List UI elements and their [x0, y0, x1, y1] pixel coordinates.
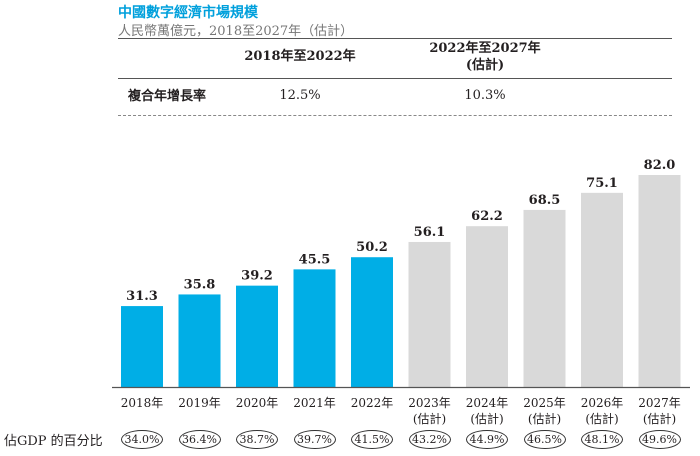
data-label: 39.2 [241, 269, 273, 284]
bar [121, 306, 163, 387]
gdp-share-value: 36.4% [178, 430, 221, 449]
bar [178, 294, 221, 387]
x-tick-label: (估計) [528, 411, 561, 426]
table-bottom-rule [118, 115, 672, 116]
cagr-col-header-1: 2018年至2022年 [244, 49, 356, 64]
gdp-share-value: 39.7% [293, 430, 336, 449]
x-tick-label: (估計) [643, 411, 676, 426]
bar [236, 285, 278, 387]
gdp-share-value: 34.0% [121, 430, 163, 449]
x-tick-label: 2027年 [638, 396, 681, 410]
bar [523, 209, 566, 387]
x-tick-label: 2025年 [523, 396, 566, 410]
gdp-share-value: 41.5% [351, 430, 393, 449]
data-label: 56.1 [414, 225, 446, 240]
data-label: 82.0 [644, 158, 676, 173]
x-tick-label: 2022年 [351, 396, 394, 410]
gdp-share-label: 佔GDP 的百分比 [4, 434, 103, 449]
bar [408, 241, 451, 387]
x-tick-label: (估計) [470, 411, 503, 426]
bar [293, 269, 336, 387]
chart-title: 中國數字經濟市場規模 [118, 5, 258, 21]
cagr-row-label: 複合年增長率 [128, 89, 207, 104]
data-label: 31.3 [126, 289, 158, 304]
x-tick-label: 2020年 [236, 396, 279, 410]
gdp-share-value: 44.9% [466, 430, 508, 449]
x-tick-label: 2018年 [121, 396, 164, 410]
data-label: 68.5 [529, 193, 561, 208]
data-label: 62.2 [471, 209, 503, 224]
data-label: 75.1 [586, 176, 618, 191]
cagr-value-1: 12.5% [279, 88, 321, 103]
x-tick-label: 2019年 [178, 396, 221, 410]
data-label: 35.8 [184, 277, 216, 292]
bar [638, 175, 681, 387]
gdp-share-value: 46.5% [523, 430, 566, 449]
data-label: 50.2 [356, 240, 388, 255]
gdp-share-value: 48.1% [581, 430, 623, 449]
cagr-col-header-2: 2022年至2027年 (估計) [429, 41, 541, 73]
bar [351, 257, 393, 387]
x-tick-label: 2021年 [293, 396, 336, 410]
chart-subtitle: 人民幣萬億元，2018至2027年（估計） [118, 24, 354, 39]
table-mid-rule [118, 78, 672, 79]
data-label: 45.5 [299, 252, 331, 267]
x-tick-label: 2024年 [466, 396, 509, 410]
x-tick-label: (估計) [413, 411, 446, 426]
x-tick-label: 2023年 [408, 396, 451, 410]
table-top-rule [118, 38, 672, 39]
x-tick-label: (估計) [585, 411, 618, 426]
bar [466, 226, 508, 387]
gdp-share-value: 38.7% [236, 430, 278, 449]
gdp-share-value: 43.2% [408, 430, 451, 449]
cagr-value-2: 10.3% [464, 88, 506, 103]
gdp-share-value: 49.6% [638, 430, 681, 449]
x-tick-label: 2026年 [581, 396, 624, 410]
bar [581, 192, 623, 387]
